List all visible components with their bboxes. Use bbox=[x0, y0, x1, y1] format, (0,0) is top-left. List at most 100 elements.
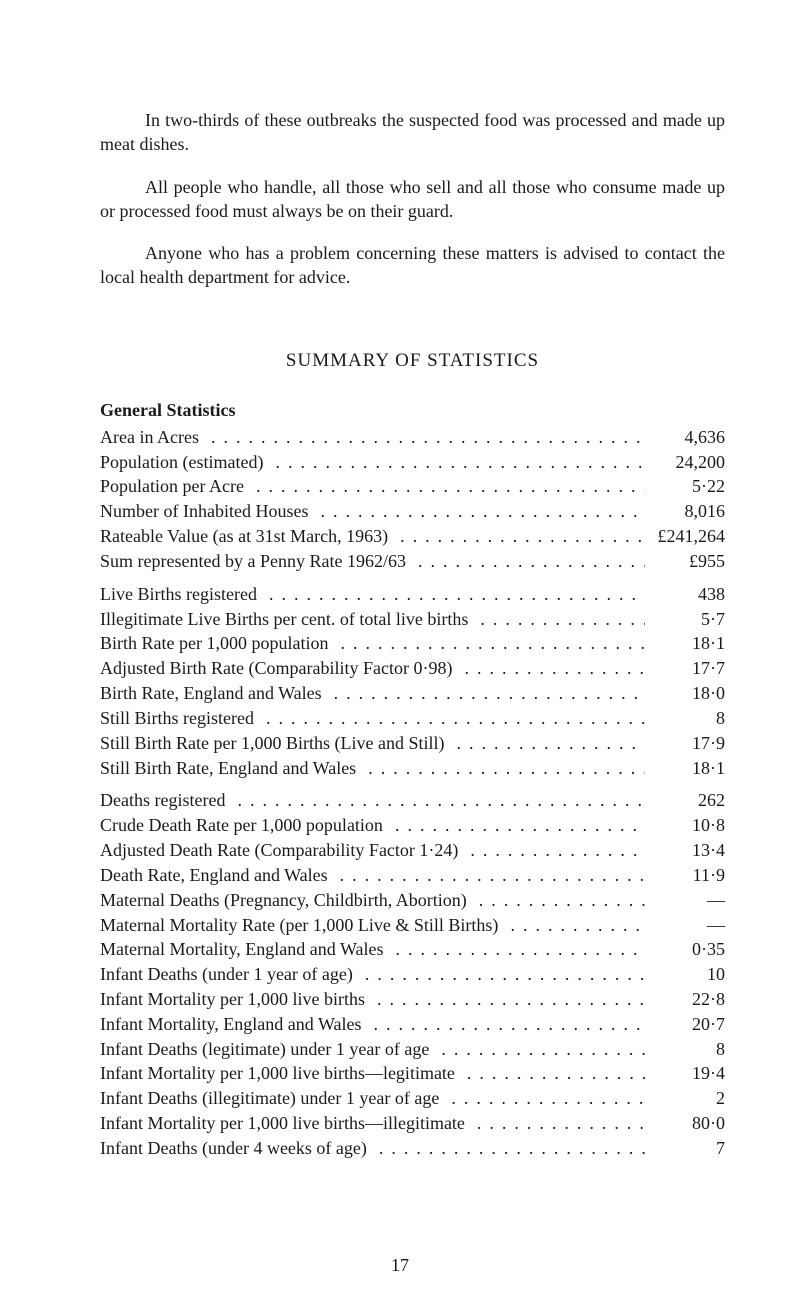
stat-label: Infant Deaths (legitimate) under 1 year … bbox=[100, 1037, 429, 1062]
stat-label: Infant Mortality per 1,000 live births—i… bbox=[100, 1111, 465, 1136]
stat-row: Infant Mortality per 1,000 live births—l… bbox=[100, 1061, 725, 1086]
leader-dots: ........................................… bbox=[455, 1061, 645, 1086]
leader-dots: ........................................… bbox=[388, 524, 645, 549]
stat-value: 5·22 bbox=[645, 474, 725, 499]
stat-row: Still Birth Rate, England and Wales.....… bbox=[100, 756, 725, 781]
stat-label: Population (estimated) bbox=[100, 450, 263, 475]
leader-dots: ........................................… bbox=[383, 937, 645, 962]
stat-row: Sum represented by a Penny Rate 1962/63.… bbox=[100, 549, 725, 574]
stat-row: Deaths registered.......................… bbox=[100, 788, 725, 813]
leader-dots: ........................................… bbox=[444, 731, 645, 756]
section-title: SUMMARY OF STATISTICS bbox=[100, 350, 725, 372]
paragraph-1: In two-thirds of these outbreaks the sus… bbox=[100, 108, 725, 157]
stat-value: 18·1 bbox=[645, 756, 725, 781]
leader-dots: ........................................… bbox=[257, 582, 645, 607]
stat-value: 7 bbox=[645, 1136, 725, 1161]
page-number: 17 bbox=[0, 1255, 800, 1276]
stat-label: Rateable Value (as at 31st March, 1963) bbox=[100, 524, 388, 549]
stat-row: Birth Rate per 1,000 population.........… bbox=[100, 631, 725, 656]
stat-row: Still Births registered.................… bbox=[100, 706, 725, 731]
stat-row: Maternal Deaths (Pregnancy, Childbirth, … bbox=[100, 888, 725, 913]
stat-row: Area in Acres...........................… bbox=[100, 425, 725, 450]
subsection-title: General Statistics bbox=[100, 400, 725, 421]
leader-dots: ........................................… bbox=[498, 913, 645, 938]
stat-label: Death Rate, England and Wales bbox=[100, 863, 328, 888]
stat-row: Infant Mortality per 1,000 live births..… bbox=[100, 987, 725, 1012]
stat-value: 5·7 bbox=[645, 607, 725, 632]
stat-value: £241,264 bbox=[645, 524, 725, 549]
stat-label: Adjusted Death Rate (Comparability Facto… bbox=[100, 838, 458, 863]
stat-value: 8 bbox=[645, 1037, 725, 1062]
stat-label: Number of Inhabited Houses bbox=[100, 499, 308, 524]
stat-label: Infant Mortality per 1,000 live births—l… bbox=[100, 1061, 455, 1086]
stat-value: 0·35 bbox=[645, 937, 725, 962]
stat-value: 13·4 bbox=[645, 838, 725, 863]
leader-dots: ........................................… bbox=[439, 1086, 645, 1111]
stat-value: 8 bbox=[645, 706, 725, 731]
stat-value: 24,200 bbox=[645, 450, 725, 475]
leader-dots: ........................................… bbox=[365, 987, 645, 1012]
leader-dots: ........................................… bbox=[199, 425, 645, 450]
stat-row: Infant Deaths (legitimate) under 1 year … bbox=[100, 1037, 725, 1062]
stat-row: Death Rate, England and Wales...........… bbox=[100, 863, 725, 888]
stat-label: Maternal Mortality Rate (per 1,000 Live … bbox=[100, 913, 498, 938]
stats-block-1: Area in Acres...........................… bbox=[100, 425, 725, 574]
stat-label: Infant Deaths (under 1 year of age) bbox=[100, 962, 353, 987]
stat-label: Infant Mortality per 1,000 live births bbox=[100, 987, 365, 1012]
stat-row: Adjusted Death Rate (Comparability Facto… bbox=[100, 838, 725, 863]
leader-dots: ........................................… bbox=[244, 474, 645, 499]
stat-value: — bbox=[645, 888, 725, 913]
stat-label: Birth Rate, England and Wales bbox=[100, 681, 322, 706]
document-page: In two-thirds of these outbreaks the sus… bbox=[0, 0, 800, 1306]
leader-dots: ........................................… bbox=[308, 499, 645, 524]
leader-dots: ........................................… bbox=[383, 813, 645, 838]
leader-dots: ........................................… bbox=[322, 681, 645, 706]
stat-row: Maternal Mortality Rate (per 1,000 Live … bbox=[100, 913, 725, 938]
stat-row: Maternal Mortality, England and Wales...… bbox=[100, 937, 725, 962]
stats-block-3: Deaths registered.......................… bbox=[100, 788, 725, 1160]
leader-dots: ........................................… bbox=[254, 706, 645, 731]
leader-dots: ........................................… bbox=[468, 607, 645, 632]
leader-dots: ........................................… bbox=[361, 1012, 645, 1037]
leader-dots: ........................................… bbox=[467, 888, 645, 913]
stat-label: Crude Death Rate per 1,000 population bbox=[100, 813, 383, 838]
leader-dots: ........................................… bbox=[225, 788, 645, 813]
stat-label: Sum represented by a Penny Rate 1962/63 bbox=[100, 549, 406, 574]
leader-dots: ........................................… bbox=[263, 450, 645, 475]
stat-row: Infant Mortality, England and Wales.....… bbox=[100, 1012, 725, 1037]
stat-label: Maternal Deaths (Pregnancy, Childbirth, … bbox=[100, 888, 467, 913]
stat-row: Adjusted Birth Rate (Comparability Facto… bbox=[100, 656, 725, 681]
stat-row: Infant Deaths (illegitimate) under 1 yea… bbox=[100, 1086, 725, 1111]
stat-value: 438 bbox=[645, 582, 725, 607]
leader-dots: ........................................… bbox=[458, 838, 645, 863]
stat-row: Still Birth Rate per 1,000 Births (Live … bbox=[100, 731, 725, 756]
stat-label: Maternal Mortality, England and Wales bbox=[100, 937, 383, 962]
leader-dots: ........................................… bbox=[353, 962, 645, 987]
stat-value: 18·1 bbox=[645, 631, 725, 656]
stat-label: Infant Deaths (illegitimate) under 1 yea… bbox=[100, 1086, 439, 1111]
leader-dots: ........................................… bbox=[452, 656, 645, 681]
stat-value: 8,016 bbox=[645, 499, 725, 524]
stat-label: Birth Rate per 1,000 population bbox=[100, 631, 328, 656]
stat-row: Number of Inhabited Houses..............… bbox=[100, 499, 725, 524]
stat-value: 262 bbox=[645, 788, 725, 813]
stat-label: Infant Deaths (under 4 weeks of age) bbox=[100, 1136, 367, 1161]
stat-row: Population per Acre.....................… bbox=[100, 474, 725, 499]
stat-value: 4,636 bbox=[645, 425, 725, 450]
stat-row: Population (estimated)..................… bbox=[100, 450, 725, 475]
paragraph-3: Anyone who has a problem concerning thes… bbox=[100, 241, 725, 290]
stat-label: Adjusted Birth Rate (Comparability Facto… bbox=[100, 656, 452, 681]
stat-row: Live Births registered..................… bbox=[100, 582, 725, 607]
leader-dots: ........................................… bbox=[406, 549, 645, 574]
stat-value: 18·0 bbox=[645, 681, 725, 706]
stat-value: 19·4 bbox=[645, 1061, 725, 1086]
stats-block-2: Live Births registered..................… bbox=[100, 582, 725, 781]
stat-label: Infant Mortality, England and Wales bbox=[100, 1012, 361, 1037]
stat-value: 17·7 bbox=[645, 656, 725, 681]
stat-row: Infant Deaths (under 4 weeks of age)....… bbox=[100, 1136, 725, 1161]
leader-dots: ........................................… bbox=[429, 1037, 645, 1062]
leader-dots: ........................................… bbox=[465, 1111, 645, 1136]
stat-label: Still Birth Rate, England and Wales bbox=[100, 756, 356, 781]
stat-value: — bbox=[645, 913, 725, 938]
leader-dots: ........................................… bbox=[367, 1136, 645, 1161]
